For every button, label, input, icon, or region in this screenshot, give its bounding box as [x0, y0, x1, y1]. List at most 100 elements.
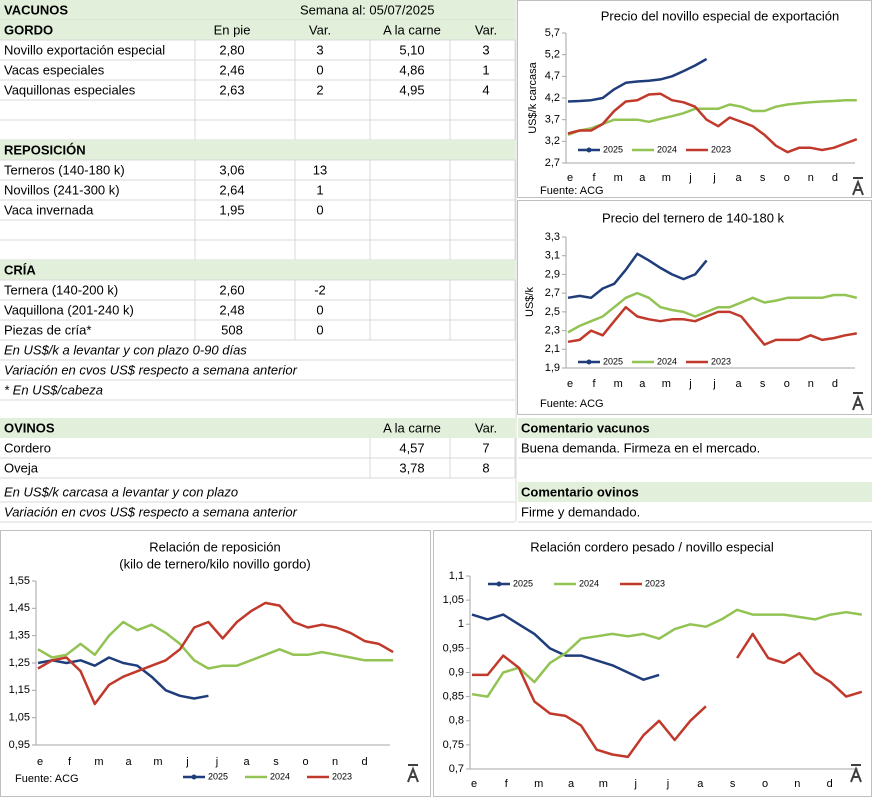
x-tick-label: f — [593, 378, 597, 390]
section-title: GORDO — [4, 22, 53, 37]
x-tick-label: d — [361, 756, 367, 768]
x-tick-label: a — [125, 756, 132, 768]
row-label: Vaquillonas especiales — [4, 82, 136, 97]
x-tick-label: s — [273, 756, 279, 768]
series-line — [567, 291, 858, 334]
series-line — [37, 656, 209, 700]
series-line — [471, 613, 660, 681]
legend-label: 2025 — [208, 771, 228, 781]
y-tick-label: 1 — [458, 618, 464, 630]
cell-value: 1 — [316, 182, 323, 197]
y-tick-label: 5,2 — [545, 49, 560, 61]
series-line — [567, 252, 708, 300]
cell-value: 13 — [313, 162, 327, 177]
chart-title: Precio del ternero de 140-180 k — [602, 210, 785, 225]
column-header: A la carne — [383, 22, 441, 37]
y-tick-label: 1,25 — [9, 657, 30, 669]
chart-title: Precio del novillo especial de exportaci… — [601, 8, 839, 23]
x-tick-label: n — [808, 172, 814, 184]
legend-label: 2024 — [657, 356, 677, 366]
cell-value: -2 — [314, 282, 326, 297]
row-label: Vacas especiales — [4, 62, 105, 77]
logo-icon — [407, 764, 419, 783]
x-tick-label: j — [633, 778, 636, 790]
x-tick-label: f — [68, 756, 72, 768]
y-tick-label: 2,9 — [545, 268, 560, 280]
cell-value: 2,80 — [219, 42, 244, 57]
cell-value: 0 — [316, 202, 323, 217]
chart-source: Fuente: ACG — [540, 185, 604, 197]
x-tick-label: m — [614, 378, 623, 390]
cell-value: 2 — [316, 82, 323, 97]
y-tick-label: 0,95 — [9, 739, 30, 751]
section-title: REPOSICIÓN — [4, 142, 86, 157]
row-label: Novillos (241-300 k) — [4, 182, 120, 197]
y-tick-label: 2,7 — [545, 157, 560, 169]
column-header: En pie — [214, 22, 251, 37]
cell-value: 8 — [482, 460, 489, 475]
y-tick-label: 2,7 — [545, 287, 560, 299]
row-label: Vaquillona (201-240 k) — [4, 302, 134, 317]
cell-value: 5,10 — [399, 42, 424, 57]
row-label: Oveja — [4, 460, 39, 475]
cell-value: 0 — [316, 62, 323, 77]
x-tick-label: o — [302, 756, 308, 768]
x-tick-label: d — [832, 378, 838, 390]
x-tick-label: e — [37, 756, 43, 768]
cell-bg — [0, 140, 515, 160]
cell-value: 4 — [482, 82, 489, 97]
y-tick-label: 4,7 — [545, 70, 560, 82]
y-tick-label: 1,1 — [449, 570, 464, 582]
x-tick-label: j — [215, 756, 218, 768]
cell-value: 4,57 — [399, 440, 424, 455]
series-line — [567, 57, 708, 103]
table-note: Variación en cvos US$ respecto a semana … — [4, 362, 298, 377]
table-note: En US$/k a levantar y con plazo 0-90 día… — [4, 342, 247, 357]
y-tick-label: 0,75 — [443, 739, 464, 751]
table-note: Variación en cvos US$ respecto a semana … — [4, 504, 298, 519]
x-tick-label: o — [784, 172, 790, 184]
row-label: Cordero — [4, 440, 51, 455]
legend-marker — [586, 359, 592, 365]
cell-value: 4,86 — [399, 62, 424, 77]
x-tick-label: a — [697, 778, 704, 790]
y-tick-label: 1,15 — [9, 684, 30, 696]
chart-title: Relación cordero pesado / novillo especi… — [530, 539, 774, 554]
x-tick-label: e — [471, 778, 477, 790]
comment-title: Comentario vacunos — [521, 420, 650, 435]
y-tick-label: 2,3 — [545, 324, 560, 336]
legend-label: 2024 — [657, 144, 677, 154]
y-tick-label: 0,9 — [449, 666, 464, 678]
y-tick-label: 0,8 — [449, 715, 464, 727]
legend-marker — [586, 147, 592, 153]
cell-value: 508 — [221, 322, 243, 337]
y-tick-label: 1,35 — [9, 630, 30, 642]
logo-icon — [852, 392, 864, 411]
y-tick-label: 3,7 — [545, 114, 560, 126]
row-label: Novillo exportación especial — [4, 42, 165, 57]
x-tick-label: e — [567, 172, 573, 184]
y-axis-label: US$/k — [524, 287, 536, 317]
legend-label: 2023 — [711, 144, 731, 154]
section-title: OVINOS — [4, 420, 55, 435]
cell-value: 3 — [482, 42, 489, 57]
series-line — [37, 601, 394, 706]
series-line — [567, 305, 858, 346]
x-tick-label: o — [784, 378, 790, 390]
y-tick-label: 1,9 — [545, 362, 560, 374]
x-tick-label: d — [827, 778, 833, 790]
cell-bg — [0, 20, 515, 40]
x-tick-label: m — [534, 778, 543, 790]
chart-source: Fuente: ACG — [540, 398, 604, 410]
cell-value: 2,48 — [219, 302, 244, 317]
x-tick-label: d — [832, 172, 838, 184]
cell-bg — [518, 482, 872, 502]
week-label: Semana al: 05/07/2025 — [300, 2, 434, 17]
x-tick-label: n — [794, 778, 800, 790]
y-tick-label: 3,1 — [545, 250, 560, 262]
row-label: Piezas de cría* — [4, 322, 91, 337]
comment-text: Buena demanda. Firmeza en el mercado. — [521, 440, 760, 455]
series-line — [567, 98, 857, 136]
y-tick-label: 2,1 — [545, 343, 560, 355]
x-tick-label: m — [614, 172, 623, 184]
